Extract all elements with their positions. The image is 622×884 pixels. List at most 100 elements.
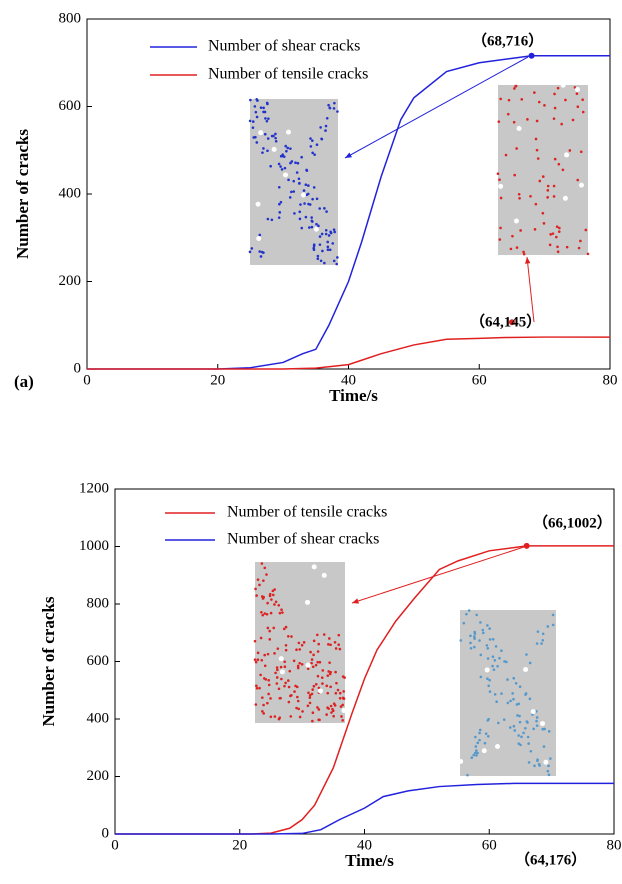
crack-dot (478, 639, 481, 642)
crack-dot (266, 601, 269, 605)
crack-dot (327, 643, 330, 646)
crack-dot (486, 646, 490, 650)
crack-dot (290, 160, 294, 163)
crack-dot (284, 144, 287, 148)
crack-dot (326, 245, 330, 249)
crack-dot (321, 249, 324, 253)
crack-dot (324, 124, 328, 128)
crack-dot (341, 719, 344, 722)
crack-dot (517, 702, 521, 706)
crack-dot (312, 248, 316, 251)
crack-dot (310, 692, 314, 696)
crack-dot (535, 716, 539, 719)
crack-dot (290, 190, 293, 194)
arrow (526, 256, 535, 323)
x-tick-label: 20 (232, 837, 247, 853)
crack-dot (547, 730, 551, 733)
crack-dot (486, 735, 490, 738)
crack-dot (332, 107, 336, 110)
y-tick-label: 1200 (79, 480, 109, 496)
crack-dot (552, 117, 556, 120)
crack-dot (326, 706, 329, 709)
crack-dot (576, 105, 580, 109)
crack-dot (337, 643, 340, 647)
crack-dot (499, 196, 503, 200)
crack-dot (469, 641, 472, 645)
crack-dot (279, 165, 282, 168)
arrow-head (524, 257, 531, 264)
crack-dot (326, 240, 330, 244)
crack-dot (472, 645, 476, 649)
crack-dot (549, 757, 552, 760)
crack-dot (258, 686, 261, 690)
crack-dot (483, 741, 487, 745)
crack-dot (325, 116, 329, 120)
y-axis-title: Number of cracks (39, 596, 58, 726)
crack-dot (568, 149, 572, 152)
crack-dot (328, 637, 331, 640)
crack-dot (513, 173, 516, 177)
crack-dot (278, 211, 282, 214)
crack-dot (293, 690, 296, 693)
crack-dot (541, 175, 545, 178)
crack-dot (280, 677, 283, 681)
crack-dot (479, 653, 483, 657)
crack-dot (288, 669, 292, 673)
legend-label: Number of shear cracks (227, 531, 379, 548)
crack-dot (318, 235, 322, 238)
crack-dot (310, 225, 314, 229)
crack-dot (287, 178, 290, 182)
crack-dot (581, 110, 585, 114)
crack-dot (284, 644, 288, 647)
crack-dot (529, 749, 533, 753)
y-tick-label: 0 (74, 360, 82, 376)
crack-dot (332, 228, 336, 231)
crack-dot (546, 625, 550, 628)
crack-dot (318, 243, 322, 246)
pore (300, 192, 306, 198)
crack-dot (285, 149, 288, 153)
crack-dot (492, 668, 496, 672)
crack-dot (328, 106, 331, 110)
y-tick-label: 800 (87, 595, 110, 611)
crack-dot (327, 103, 330, 107)
crack-dot (254, 110, 258, 114)
crack-dot (325, 684, 329, 688)
crack-dot (261, 709, 264, 713)
crack-dot (342, 690, 345, 693)
crack-dot (283, 665, 287, 669)
crack-dot (310, 219, 314, 223)
crack-dot (254, 703, 258, 706)
series-line (87, 336, 610, 370)
crack-dot (310, 658, 314, 661)
crack-dot (315, 222, 318, 226)
crack-dot (326, 674, 330, 677)
crack-dot (255, 594, 258, 597)
crack-dot (269, 697, 272, 700)
crack-dot (528, 697, 532, 701)
crack-dot (296, 664, 300, 668)
crack-dot (319, 126, 322, 129)
crack-dot (518, 720, 522, 724)
crack-dot (536, 157, 540, 160)
pore (575, 87, 581, 93)
crack-dot (282, 155, 286, 158)
crack-dot (522, 250, 525, 254)
crack-dot (491, 664, 494, 668)
crack-dot (534, 202, 538, 206)
crack-dot (276, 668, 279, 672)
crack-dot (340, 715, 343, 718)
annotation: （64,176） (515, 850, 586, 868)
crack-dot (333, 230, 336, 234)
pore (530, 709, 536, 715)
crack-dot (528, 661, 532, 665)
marker (508, 319, 515, 326)
crack-dot (320, 676, 324, 679)
crack-dot (511, 234, 514, 238)
crack-dot (279, 665, 283, 669)
crack-dot (264, 117, 267, 120)
crack-dot (515, 147, 518, 150)
crack-dot (312, 244, 316, 248)
crack-dot (309, 650, 312, 654)
crack-dot (479, 621, 482, 624)
